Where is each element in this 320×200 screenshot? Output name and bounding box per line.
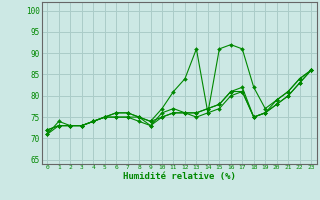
X-axis label: Humidité relative (%): Humidité relative (%) — [123, 172, 236, 181]
